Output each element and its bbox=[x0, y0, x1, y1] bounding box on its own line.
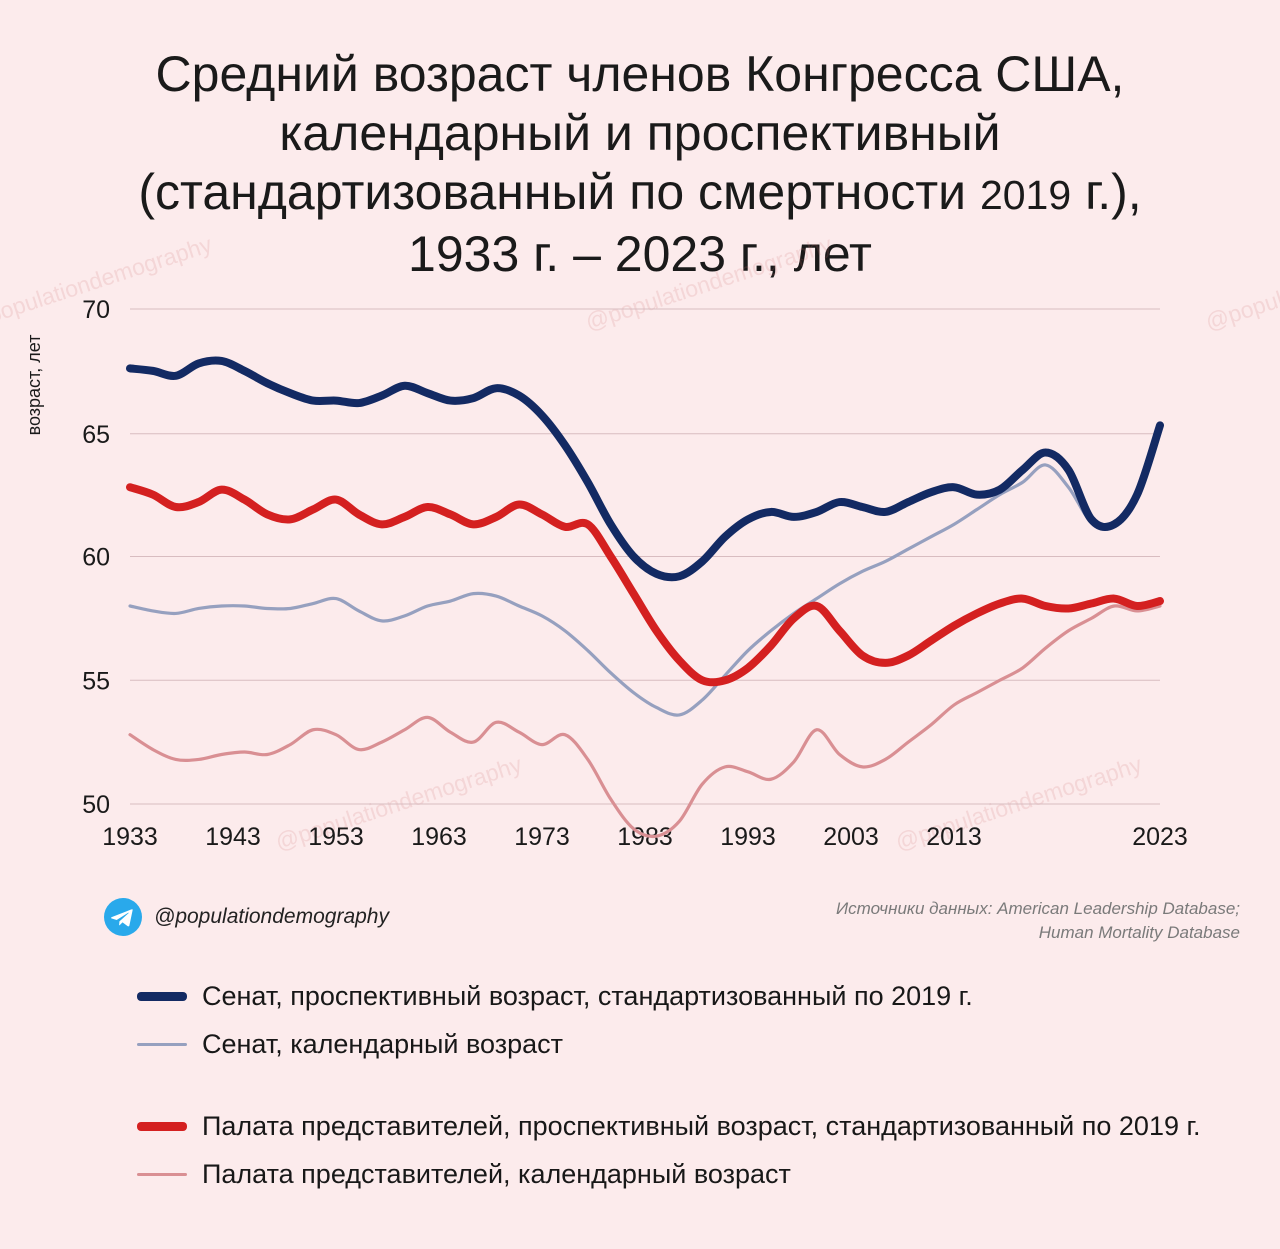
svg-text:2023: 2023 bbox=[1132, 823, 1188, 851]
svg-text:2013: 2013 bbox=[926, 823, 982, 851]
svg-text:65: 65 bbox=[82, 421, 110, 449]
svg-text:1993: 1993 bbox=[720, 823, 776, 851]
svg-text:1963: 1963 bbox=[411, 823, 467, 851]
svg-text:возраст, лет: возраст, лет bbox=[24, 335, 44, 436]
svg-text:70: 70 bbox=[82, 296, 110, 324]
svg-text:1953: 1953 bbox=[308, 823, 364, 851]
svg-text:2003: 2003 bbox=[823, 823, 879, 851]
svg-text:1933: 1933 bbox=[102, 823, 158, 851]
svg-text:1943: 1943 bbox=[205, 823, 261, 851]
svg-text:50: 50 bbox=[82, 791, 110, 819]
svg-text:60: 60 bbox=[82, 544, 110, 572]
svg-text:55: 55 bbox=[82, 667, 110, 695]
svg-text:1983: 1983 bbox=[617, 823, 673, 851]
svg-text:1973: 1973 bbox=[514, 823, 570, 851]
